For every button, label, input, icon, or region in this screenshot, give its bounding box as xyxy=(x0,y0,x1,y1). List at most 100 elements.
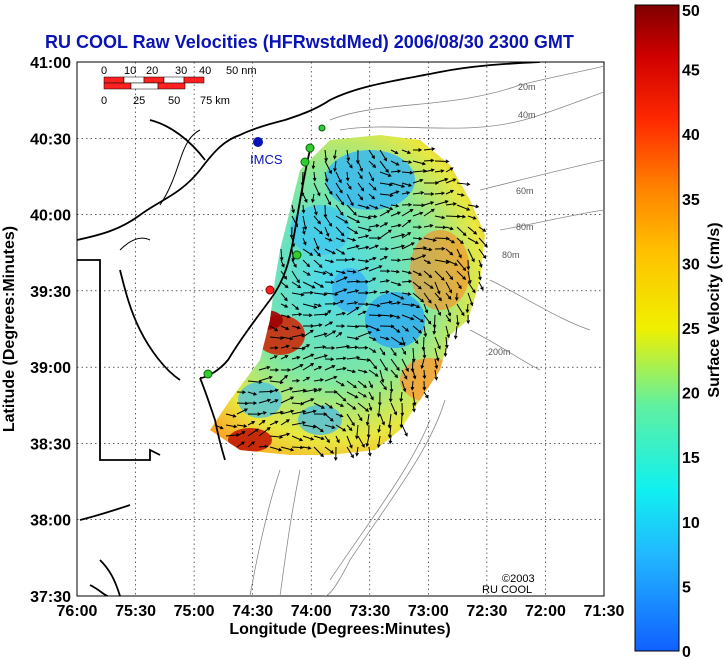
velocity-arrow xyxy=(456,226,467,237)
velocity-arrow xyxy=(412,254,427,261)
radar-site-marker xyxy=(305,143,315,153)
velocity-arrow xyxy=(313,435,325,441)
velocity-arrow xyxy=(401,160,413,164)
velocity-arrow xyxy=(313,259,323,268)
velocity-arrow xyxy=(324,402,334,409)
velocity-arrow xyxy=(335,402,345,407)
velocity-arrow xyxy=(324,375,338,382)
velocity-arrow xyxy=(434,358,439,370)
velocity-arrow xyxy=(422,369,427,380)
velocity-arrow xyxy=(390,233,406,239)
velocity-arrow xyxy=(225,424,238,429)
velocity-arrow xyxy=(291,325,301,330)
velocity-arrow xyxy=(280,419,290,426)
velocity-arrow xyxy=(412,402,416,413)
velocity-arrow xyxy=(324,193,331,206)
velocity-arrow xyxy=(368,265,383,272)
velocity-arrow xyxy=(313,402,325,409)
isobath-labels: 20m 40m 60m 80m 80m 200m xyxy=(488,82,536,357)
velocity-arrow xyxy=(335,237,346,243)
velocity-arrow xyxy=(291,292,305,297)
velocity-arrow xyxy=(445,281,453,294)
y-tick-label: 41:00 xyxy=(30,55,71,72)
velocity-arrow xyxy=(423,201,435,206)
velocity-arrow xyxy=(390,281,402,287)
velocity-arrow xyxy=(467,292,474,307)
velocity-arrow xyxy=(388,435,393,445)
velocity-arrow xyxy=(368,182,377,191)
velocity-arrow xyxy=(269,420,279,426)
velocity-arrow xyxy=(401,232,412,239)
velocity-arrow xyxy=(301,204,306,214)
velocity-arrow xyxy=(247,421,256,426)
velocity-arrow xyxy=(379,413,385,426)
velocity-arrow xyxy=(467,204,480,209)
colorbar-tick-label: 30 xyxy=(682,256,700,273)
velocity-arrow xyxy=(313,281,325,288)
velocity-arrow xyxy=(311,193,315,203)
velocity-arrow xyxy=(258,365,271,371)
velocity-arrow xyxy=(368,223,380,228)
velocity-arrow xyxy=(357,226,372,232)
velocity-arrow xyxy=(324,389,338,394)
velocity-arrow xyxy=(280,409,295,415)
isobath-label: 20m xyxy=(518,82,536,92)
velocity-arrow xyxy=(258,398,272,404)
velocity-arrow xyxy=(302,363,315,371)
velocity-arrow xyxy=(335,324,346,328)
velocity-arrow xyxy=(302,329,314,338)
velocity-arrow xyxy=(368,313,382,318)
velocity-arrow xyxy=(247,401,258,405)
velocity-arrow xyxy=(445,178,457,184)
velocity-arrow xyxy=(346,369,357,374)
velocity-arrow xyxy=(445,167,454,173)
velocity-arrow xyxy=(346,324,360,329)
velocity-arrow xyxy=(432,325,437,335)
velocity-arrow xyxy=(456,248,462,259)
velocity-arrow xyxy=(423,168,435,173)
velocity-arrow xyxy=(412,191,425,195)
x-tick-label: 72:30 xyxy=(466,603,507,620)
colorbar-tick-label: 20 xyxy=(682,386,700,403)
colorbar-tick-label: 0 xyxy=(682,644,691,659)
imcs-station-marker xyxy=(253,137,263,147)
velocity-arrow xyxy=(291,378,301,383)
isobath-label: 80m xyxy=(516,222,534,232)
velocity-arrow xyxy=(412,178,424,184)
scale-nm-label: 20 xyxy=(146,65,158,77)
velocity-arrow xyxy=(357,279,370,284)
scale-km-label: 0 xyxy=(101,95,107,107)
velocity-arrow xyxy=(346,257,356,262)
copyright-year: ©2003 xyxy=(502,573,535,585)
velocity-arrow xyxy=(379,229,392,239)
velocity-arrow xyxy=(379,160,389,174)
velocity-arrow xyxy=(258,375,273,382)
velocity-arrow xyxy=(423,223,434,228)
velocity-arrow xyxy=(302,193,308,203)
velocity-arrow xyxy=(412,211,424,217)
velocity-arrow xyxy=(455,314,460,327)
velocity-arrow xyxy=(258,419,266,426)
velocity-arrow xyxy=(357,402,370,412)
y-axis-label: Latitude (Degrees:Minutes) xyxy=(1,226,18,432)
velocity-arrow xyxy=(456,214,467,219)
velocity-arrow xyxy=(291,204,295,214)
velocity-arrow xyxy=(412,325,423,334)
velocity-arrow xyxy=(379,290,390,294)
velocity-arrow xyxy=(423,270,433,279)
velocity-arrow xyxy=(368,402,373,412)
velocity-arrow xyxy=(390,347,397,357)
velocity-arrow xyxy=(456,303,465,317)
velocity-arrow xyxy=(445,189,455,195)
velocity-arrow xyxy=(478,259,483,268)
velocity-arrow xyxy=(291,281,302,289)
velocity-arrow xyxy=(377,424,381,434)
x-tick-label: 75:30 xyxy=(115,603,156,620)
velocity-arrow xyxy=(401,303,415,308)
velocity-arrow xyxy=(379,256,388,261)
velocity-arrow xyxy=(291,435,304,442)
velocity-arrow xyxy=(335,366,347,371)
velocity-arrow xyxy=(379,380,387,391)
velocity-arrow xyxy=(335,204,344,216)
velocity-arrow xyxy=(346,336,360,341)
